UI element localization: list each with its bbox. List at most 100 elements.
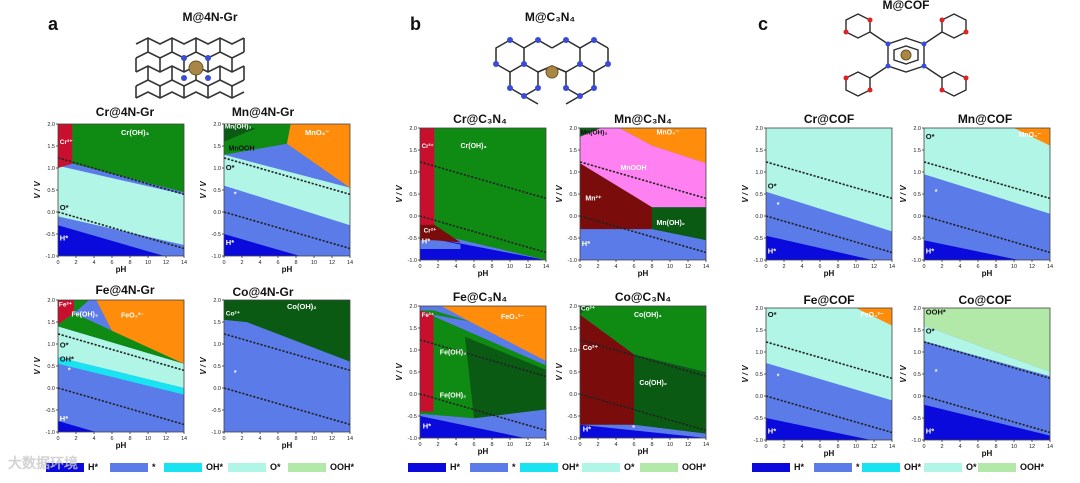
region-aqua-2 [58,165,184,245]
x-tick-label: 0 [222,436,225,442]
x-axis-label: pH [478,269,489,278]
species-label: H* [226,238,234,247]
species-label: H* [60,234,68,243]
y-tick-label: 1.5 [409,148,417,154]
x-tick-label: 8 [294,260,297,266]
x-tick-label: 0 [578,442,581,448]
species-label: O* [768,182,777,191]
y-tick-label: 1.5 [213,144,221,150]
species-label: O* [60,203,69,212]
x-tick-label: 6 [976,444,979,450]
pourbaix-co-cof: 2.0 1.5 1.0 0.5 0.0 -0.5 -1.00 2 4 6 8 10 12 14 pH V / … [899,306,1053,458]
x-tick-label: 10 [667,264,673,270]
oer-equilibrium-line [924,161,1050,200]
species-label: Fe(OH)₃ [72,312,99,319]
x-tick-label: 12 [871,444,877,450]
x-tick-label: 12 [1029,444,1035,450]
y-tick-label: -0.5 [912,416,921,422]
x-tick-label: 4 [454,264,457,270]
y-tick-label: -1.0 [46,254,55,260]
species-label: MnO₄⁻ [305,128,329,137]
y-tick-label: 1.0 [913,350,921,356]
x-tick-label: 8 [294,436,297,442]
x-tick-label: 4 [614,442,617,448]
x-tick-label: 12 [685,264,691,270]
pourbaix-fe-c3n4: 2.0 1.5 1.0 0.5 0.0 -0.5 -1.00 2 4 6 8 10 12 14 pH V / … [395,304,549,456]
region-darkred-5 [580,163,652,230]
y-axis-label: V / V [395,185,404,203]
her-equilibrium-line [766,215,892,254]
y-axis-label: V / V [395,363,404,381]
x-tick-label: 8 [128,436,131,442]
y-tick-label: -0.5 [212,232,221,238]
species-label: H* [60,414,68,423]
y-tick-label: 0.0 [213,210,221,216]
region-navy-1 [224,234,300,256]
region-navy-2 [766,418,872,440]
region-orange-5 [441,306,546,361]
x-tick-label: 4 [92,260,95,266]
y-tick-label: 0.0 [569,392,577,398]
pourbaix-cr-cof: 2.0 1.5 1.0 0.5 0.0 -0.5 -1.00 2 4 6 8 10 12 14 pH V / … [741,126,895,278]
y-tick-label: 1.5 [755,328,763,334]
y-tick-label: 0.0 [569,214,577,220]
y-tick-label: 1.5 [47,320,55,326]
region-darkgreen-3 [465,336,546,419]
region-blue-1 [766,363,892,440]
y-tick-label: 2.0 [409,304,417,310]
x-tick-label: 12 [163,436,169,442]
species-label: O* [926,132,935,141]
subplot-title-b4: Co@C₃N₄ [614,290,672,304]
species-label: Mn(OH)₃ [581,130,607,137]
region-orange-4 [287,124,350,188]
adsorbate-marker: * [935,189,938,196]
x-axis-label: pH [116,265,127,274]
her-equilibrium-line [924,395,1050,434]
y-tick-label: -1.0 [212,254,221,260]
x-tick-label: 6 [276,436,279,442]
structure-c3n4 [493,37,611,105]
x-tick-label: 14 [703,442,709,448]
y-tick-label: 1.5 [569,326,577,332]
species-label: MnO₄⁻ [657,130,680,137]
x-tick-label: 10 [507,442,513,448]
oer-equilibrium-line [58,333,184,372]
pourbaix-mn-cof: 2.0 1.5 1.0 0.5 0.0 -0.5 -1.00 2 4 6 8 10 12 14 pH V / … [899,126,1053,278]
x-tick-label: 2 [74,260,77,266]
y-tick-label: 1.5 [569,148,577,154]
region-lightgreen-1 [924,308,1050,372]
y-tick-label: 0.5 [213,364,221,370]
region-green-2 [580,306,706,372]
y-tick-label: 0.5 [409,192,417,198]
y-tick-label: 0.5 [47,188,55,194]
x-tick-label: 10 [145,436,151,442]
pourbaix-fe-cof: 2.0 1.5 1.0 0.5 0.0 -0.5 -1.00 2 4 6 8 10 12 14 pH V / … [741,306,895,458]
species-label: O* [226,163,235,172]
species-label: OH* [60,355,74,364]
y-tick-label: 2.0 [213,298,221,304]
y-tick-label: -0.5 [212,408,221,414]
x-tick-label: 12 [871,264,877,270]
subplot-title-c3: Fe@COF [803,293,855,307]
region-blue-8 [580,238,706,260]
species-label: O* [768,310,777,319]
x-tick-label: 6 [472,264,475,270]
species-label: H* [422,236,430,245]
her-equilibrium-line [224,387,350,426]
y-tick-label: 1.0 [213,342,221,348]
subplot-title-a2: Mn@4N-Gr [231,105,295,119]
x-tick-label: 2 [240,260,243,266]
y-tick-label: 1.0 [47,166,55,172]
y-axis-label: V / V [555,185,564,203]
y-axis-label: V / V [555,363,564,381]
y-tick-label: 2.0 [569,126,577,132]
her-equilibrium-line [924,215,1050,254]
x-tick-label: 12 [525,442,531,448]
x-tick-label: 14 [181,436,187,442]
region-navy-1 [58,225,165,256]
x-tick-label: 12 [329,260,335,266]
oer-equilibrium-line [766,161,892,200]
y-axis-label: V / V [33,357,42,375]
x-tick-label: 8 [836,264,839,270]
y-tick-label: -1.0 [408,258,417,264]
